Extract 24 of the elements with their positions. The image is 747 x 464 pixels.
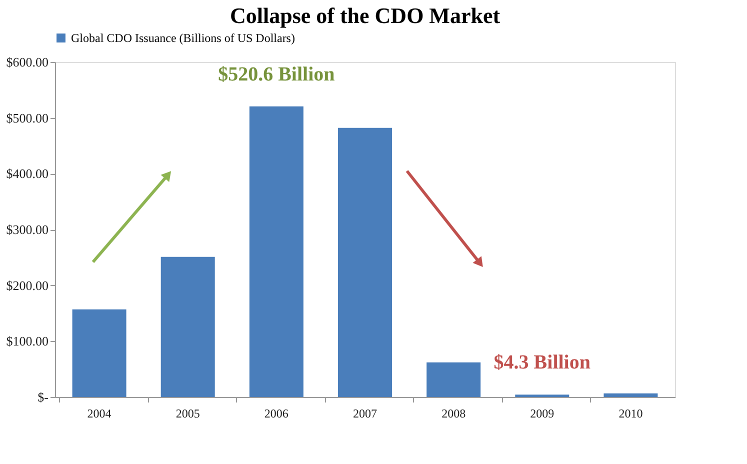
- annotation: $4.3 Billion: [494, 352, 590, 374]
- y-tick-label: $-: [38, 390, 48, 404]
- x-tick-label: 2009: [530, 406, 554, 420]
- annotation: $520.6 Billion: [218, 63, 335, 86]
- x-tick-label: 2010: [618, 406, 643, 420]
- x-tick-label: 2005: [176, 406, 200, 420]
- x-tick-label: 2008: [442, 406, 466, 420]
- x-tick-label: 2007: [353, 406, 377, 420]
- y-tick-label: $300.00: [6, 222, 48, 237]
- x-tick-label: 2006: [264, 406, 288, 420]
- y-tick-label: $200.00: [6, 278, 48, 293]
- y-tick-label: $400.00: [6, 166, 48, 182]
- y-tick-label: $100.00: [6, 334, 48, 349]
- bar: [338, 128, 392, 397]
- y-tick-label: $500.00: [6, 110, 48, 126]
- bar: [249, 106, 304, 397]
- legend-label: Global CDO Issuance (Billions of US Dollars): [71, 31, 295, 45]
- bar: [604, 393, 658, 397]
- x-tick-label: 2004: [87, 406, 112, 420]
- bar: [72, 309, 126, 397]
- chart-title: Collapse of the CDO Market: [230, 3, 501, 28]
- bar: [160, 256, 215, 397]
- bar: [426, 362, 481, 397]
- y-tick-label: $600.00: [6, 54, 48, 70]
